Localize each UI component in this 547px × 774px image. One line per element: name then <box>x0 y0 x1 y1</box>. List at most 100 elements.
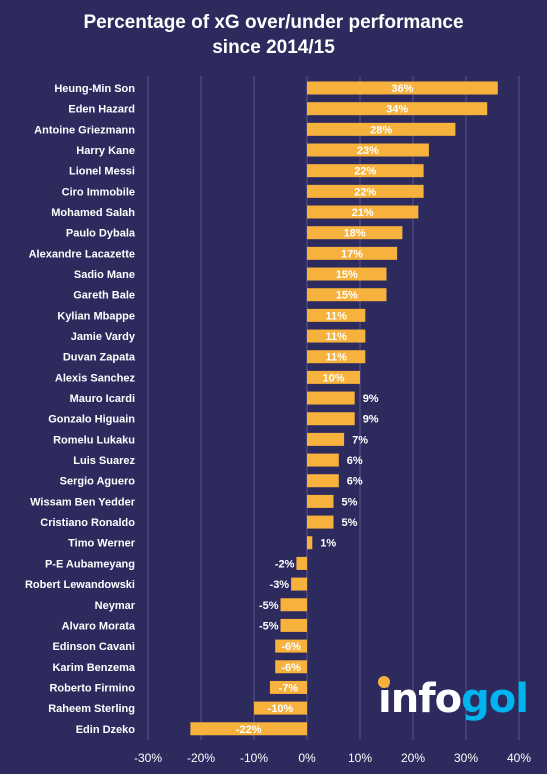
bar <box>280 598 307 612</box>
value-label: 7% <box>352 434 368 446</box>
bar <box>307 143 429 157</box>
category-label: Sadio Mane <box>74 269 135 281</box>
value-label: 28% <box>370 124 392 136</box>
value-label: 23% <box>357 145 379 157</box>
category-label: Timo Werner <box>68 538 136 550</box>
category-label: Alvaro Morata <box>62 620 136 632</box>
value-label: 34% <box>386 104 408 116</box>
category-label: Luis Suarez <box>73 455 135 467</box>
bar <box>307 350 366 364</box>
value-label: -3% <box>270 579 290 591</box>
category-label: Jamie Vardy <box>71 331 136 343</box>
category-label: Edinson Cavani <box>52 641 135 653</box>
category-label: Antoine Griezmann <box>34 124 135 136</box>
value-label: -7% <box>279 682 299 694</box>
bar <box>275 660 307 674</box>
value-label: 15% <box>336 290 358 302</box>
bar <box>307 246 398 260</box>
category-label: Alexandre Lacazette <box>29 248 135 260</box>
x-tick-label: 40% <box>507 751 531 765</box>
category-label: Lionel Messi <box>69 166 135 178</box>
bar <box>307 81 498 95</box>
bar <box>307 226 403 240</box>
bar <box>307 184 424 198</box>
x-tick-label: 10% <box>348 751 372 765</box>
category-label: Karim Benzema <box>52 662 135 674</box>
category-label: Harry Kane <box>76 145 135 157</box>
value-label: 22% <box>354 166 376 178</box>
x-tick-label: -10% <box>240 751 268 765</box>
category-label: Gareth Bale <box>73 290 135 302</box>
bar <box>307 494 334 508</box>
category-label: Mauro Icardi <box>70 393 135 405</box>
value-label: 15% <box>336 269 358 281</box>
value-label: -10% <box>268 703 294 715</box>
bar <box>190 722 307 736</box>
infogol-logo: infogol <box>378 676 529 724</box>
bar <box>307 267 387 281</box>
category-label: Mohamed Salah <box>51 207 135 219</box>
value-label: 10% <box>322 372 344 384</box>
bar <box>291 577 307 591</box>
x-tick-label: 20% <box>401 751 425 765</box>
bar <box>307 515 334 529</box>
category-label: Robert Lewandowski <box>25 579 135 591</box>
value-label: -2% <box>275 558 295 570</box>
bar <box>307 205 419 219</box>
value-label: 22% <box>354 186 376 198</box>
value-label: -5% <box>259 600 279 612</box>
value-label: 11% <box>325 310 347 322</box>
logo-dot-icon <box>378 676 390 688</box>
value-label: 17% <box>341 248 363 260</box>
bar <box>269 680 307 694</box>
category-label: Romelu Lukaku <box>53 434 135 446</box>
bar <box>254 701 307 715</box>
chart-title-line2: since 2014/15 <box>212 37 335 58</box>
bar <box>296 556 307 570</box>
value-label: -5% <box>259 620 279 632</box>
value-label: 1% <box>320 538 336 550</box>
value-label: 11% <box>325 331 347 343</box>
value-label: 6% <box>347 476 363 488</box>
category-label: Kylian Mbappe <box>57 310 135 322</box>
bar <box>307 288 387 302</box>
value-label: 21% <box>352 207 374 219</box>
category-label: P-E Aubameyang <box>45 558 135 570</box>
x-tick-label: 0% <box>298 751 316 765</box>
category-label: Raheem Sterling <box>48 703 135 715</box>
bar <box>307 102 488 116</box>
value-label: 5% <box>342 496 358 508</box>
bar <box>307 536 313 550</box>
value-label: 5% <box>342 517 358 529</box>
bar <box>307 412 355 426</box>
x-tick-label: -30% <box>134 751 162 765</box>
category-label: Duvan Zapata <box>63 352 136 364</box>
value-label: 9% <box>363 393 379 405</box>
category-label: Wissam Ben Yedder <box>30 496 136 508</box>
x-tick-label: -20% <box>187 751 215 765</box>
bar <box>307 329 366 343</box>
category-label: Neymar <box>95 600 136 612</box>
bar <box>307 308 366 322</box>
chart-title-line1: Percentage of xG over/under performance <box>83 12 464 33</box>
category-label: Paulo Dybala <box>66 228 136 240</box>
x-tick-label: 30% <box>454 751 478 765</box>
value-label: -6% <box>281 641 301 653</box>
bar <box>275 639 307 653</box>
value-label: 18% <box>344 228 366 240</box>
bar <box>307 453 339 467</box>
category-label: Cristiano Ronaldo <box>40 517 135 529</box>
chart-title: Percentage of xG over/under performance … <box>0 10 547 60</box>
category-label: Sergio Aguero <box>60 476 136 488</box>
bar <box>307 122 456 136</box>
value-label: 9% <box>363 414 379 426</box>
bar <box>307 432 345 446</box>
category-label: Ciro Immobile <box>62 186 135 198</box>
category-label: Alexis Sanchez <box>55 372 136 384</box>
value-label: 11% <box>325 352 347 364</box>
value-label: 6% <box>347 455 363 467</box>
category-label: Gonzalo Higuain <box>48 414 135 426</box>
bar <box>307 474 339 488</box>
